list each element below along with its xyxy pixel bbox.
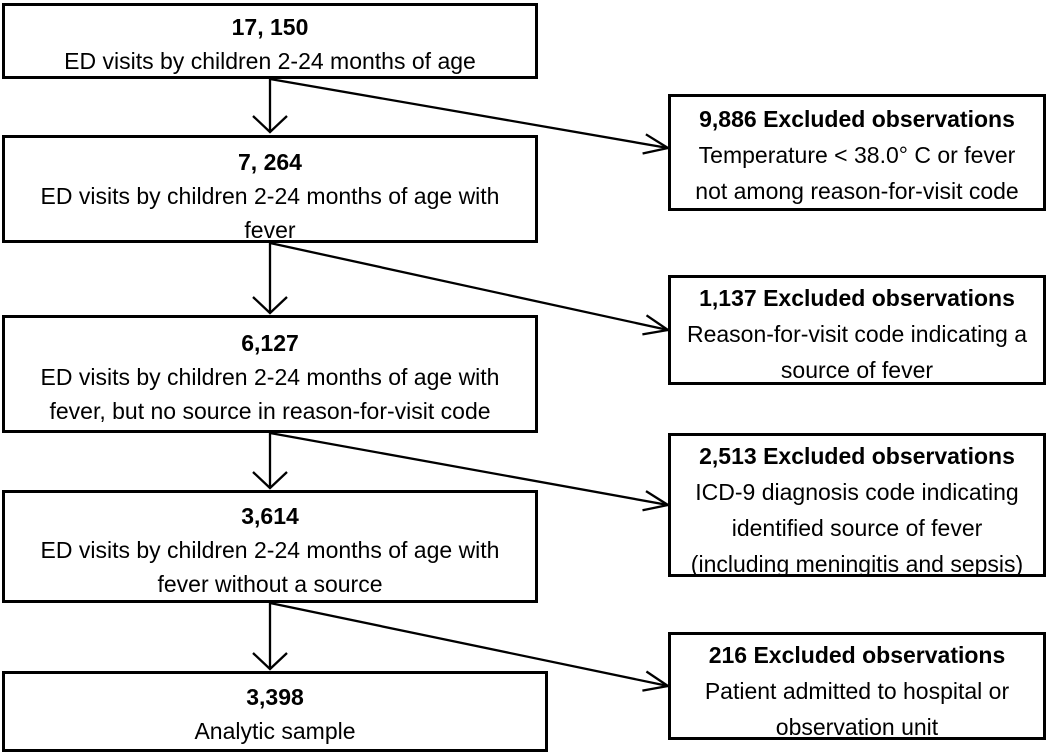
exclusion-box-temperature: 9,886 Excluded observations Temperature … — [668, 94, 1046, 211]
cohort-box-analytic-sample: 3,398 Analytic sample — [2, 671, 548, 752]
cohort-count: 17, 150 — [231, 14, 309, 40]
cohort-box-no-source-in-rfv-code: 6,127 ED visits by children 2-24 months … — [2, 315, 538, 433]
exclusion-reason: Reason-for-visit code indicating a — [686, 321, 1028, 347]
cohort-label: ED visits by children 2-24 months of age… — [40, 183, 500, 209]
cohort-count: 3,614 — [241, 503, 299, 529]
exclusion-box-admitted: 216 Excluded observations Patient admitt… — [668, 632, 1046, 740]
exclusion-heading: 9,886 Excluded observations — [699, 106, 1015, 132]
arrowhead-down-3-icon — [252, 471, 288, 490]
exclusion-box-icd9-source: 2,513 Excluded observations ICD-9 diagno… — [668, 433, 1046, 577]
arrowhead-exclusion-1-icon — [642, 133, 672, 155]
exclusion-box-rfv-source: 1,137 Excluded observations Reason-for-v… — [668, 275, 1046, 385]
exclusion-reason: (including meningitis and sepsis) — [690, 551, 1024, 577]
cohort-label: Analytic sample — [194, 718, 356, 744]
cohort-box-with-fever: 7, 264 ED visits by children 2-24 months… — [2, 135, 538, 243]
exclusion-heading: 1,137 Excluded observations — [699, 285, 1015, 311]
arrowhead-down-1-icon — [252, 115, 288, 134]
arrowhead-exclusion-2-icon — [642, 314, 671, 336]
cohort-count: 7, 264 — [238, 149, 302, 175]
exclusion-reason: source of fever — [780, 357, 934, 383]
cohort-count: 3,398 — [246, 684, 304, 710]
arrowhead-exclusion-4-icon — [642, 670, 672, 692]
exclusion-reason: Patient admitted to hospital or — [704, 678, 1010, 704]
arrowhead-down-4-icon — [252, 652, 288, 671]
exclusion-heading: 2,513 Excluded observations — [699, 443, 1015, 469]
arrowhead-exclusion-3-icon — [642, 490, 672, 512]
cohort-box-total-ed-visits: 17, 150 ED visits by children 2-24 month… — [2, 3, 538, 79]
exclusion-reason: not among reason-for-visit code — [695, 178, 1019, 204]
exclusion-reason: ICD-9 diagnosis code indicating — [695, 479, 1019, 505]
cohort-label: ED visits by children 2-24 months of age… — [40, 537, 500, 563]
exclusion-reason: observation unit — [775, 714, 939, 740]
cohort-label: fever, but no source in reason-for-visit… — [49, 398, 491, 424]
exclusion-reason: identified source of fever — [731, 515, 983, 541]
cohort-box-fever-without-source: 3,614 ED visits by children 2-24 months … — [2, 490, 538, 603]
cohort-label: fever — [244, 217, 296, 243]
cohort-count: 6,127 — [241, 330, 299, 356]
arrowhead-down-2-icon — [252, 296, 288, 315]
cohort-label: fever without a source — [157, 571, 383, 597]
cohort-label: ED visits by children 2-24 months of age… — [40, 364, 500, 390]
cohort-label: ED visits by children 2-24 months of age — [64, 48, 476, 74]
exclusion-reason: Temperature < 38.0° C or fever — [698, 142, 1016, 168]
exclusion-heading: 216 Excluded observations — [708, 642, 1006, 668]
